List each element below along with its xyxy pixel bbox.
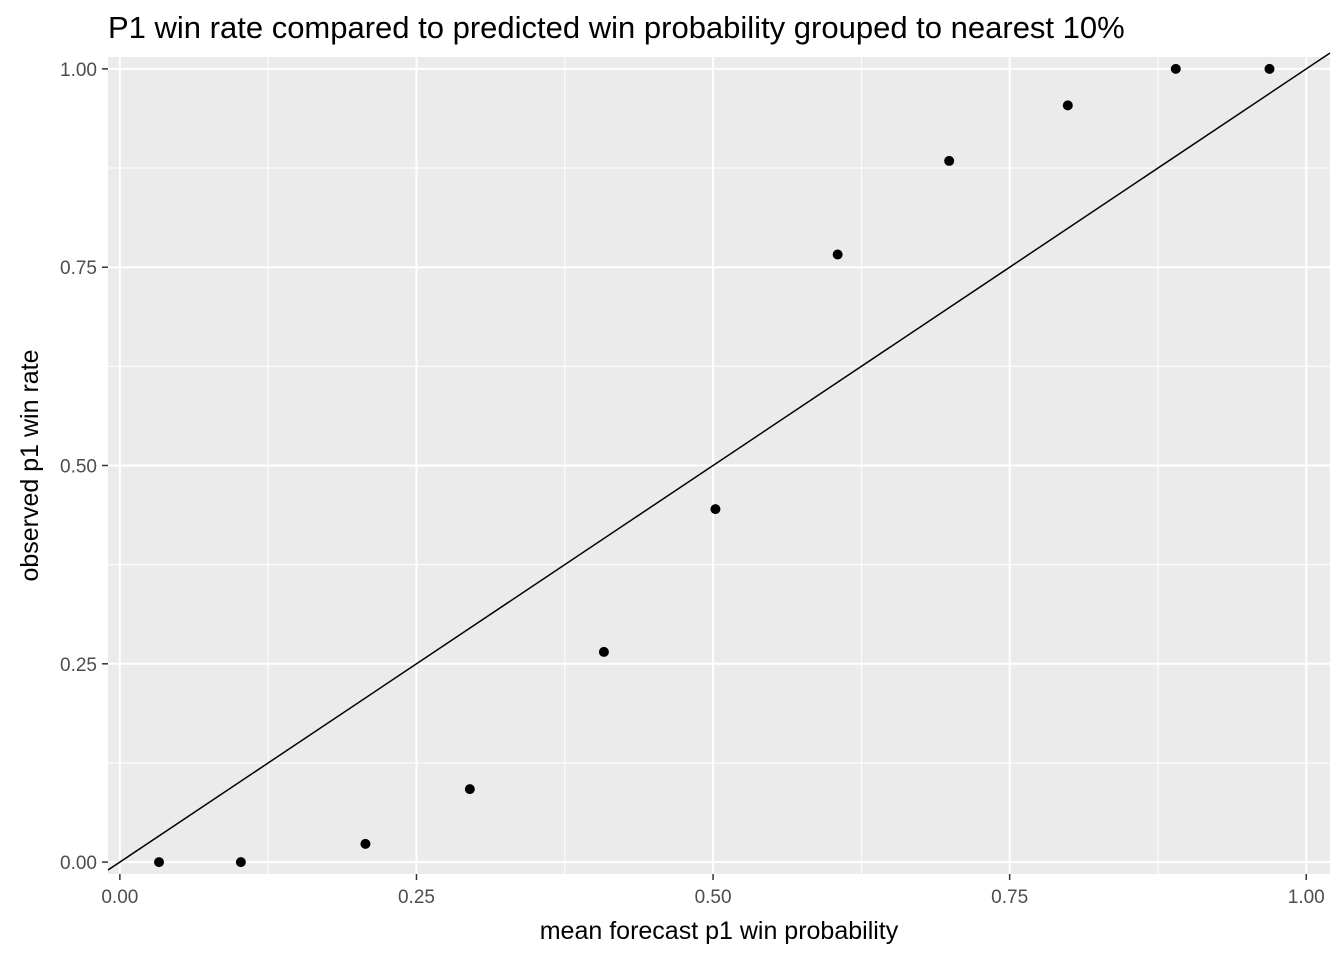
chart-title: P1 win rate compared to predicted win pr… bbox=[108, 10, 1125, 45]
x-tick-label: 0.25 bbox=[398, 887, 435, 908]
reference-line bbox=[107, 52, 1331, 871]
x-axis-title: mean forecast p1 win probability bbox=[540, 917, 899, 945]
x-axis-ticks: 0.00 0.25 0.50 0.75 1.00 bbox=[101, 874, 1325, 908]
data-points bbox=[154, 63, 1275, 868]
y-tick-label: 0.75 bbox=[60, 258, 97, 279]
y-tick-label: 1.00 bbox=[60, 60, 97, 81]
data-point bbox=[360, 838, 371, 849]
y-tick-label: 0.00 bbox=[60, 853, 97, 874]
data-point bbox=[154, 857, 165, 868]
y-axis-ticks: 0.00 0.25 0.50 0.75 1.00 bbox=[60, 60, 108, 874]
x-tick-label: 1.00 bbox=[1288, 887, 1325, 908]
data-point bbox=[832, 249, 843, 260]
y-tick-label: 0.50 bbox=[60, 457, 97, 478]
y-axis-title: observed p1 win rate bbox=[16, 349, 44, 581]
data-point bbox=[235, 857, 246, 868]
data-point bbox=[944, 155, 955, 166]
x-tick-label: 0.50 bbox=[695, 887, 732, 908]
x-tick-label: 0.00 bbox=[101, 887, 138, 908]
data-point bbox=[1264, 63, 1275, 74]
y-tick-label: 0.25 bbox=[60, 655, 97, 676]
data-point bbox=[710, 504, 721, 515]
data-point bbox=[464, 784, 475, 795]
data-point bbox=[598, 646, 609, 657]
x-tick-label: 0.75 bbox=[991, 887, 1028, 908]
data-point bbox=[1170, 63, 1181, 74]
data-point bbox=[1062, 100, 1073, 111]
